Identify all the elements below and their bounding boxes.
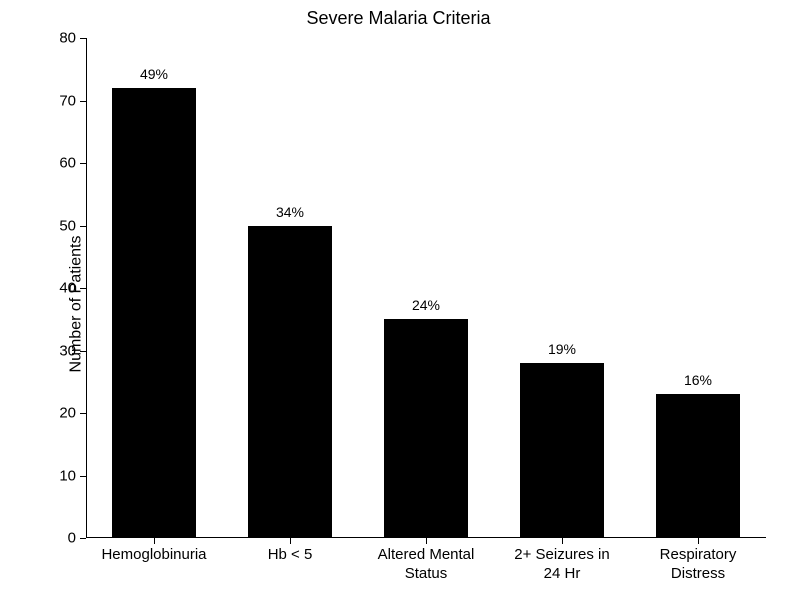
x-category-label: 2+ Seizures in 24 Hr — [514, 538, 609, 584]
chart-title: Severe Malaria Criteria — [0, 8, 797, 29]
bar — [112, 88, 196, 538]
chart-container: Severe Malaria Criteria Number of Patien… — [0, 0, 797, 608]
y-axis-line — [86, 38, 87, 538]
y-tick-label: 20 — [59, 405, 86, 422]
bar — [248, 226, 332, 539]
bar-value-label: 19% — [548, 341, 576, 363]
y-tick-label: 10 — [59, 467, 86, 484]
x-category-label: Respiratory Distress — [660, 538, 737, 584]
y-tick-label: 70 — [59, 92, 86, 109]
plot-area: 0102030405060708049%Hemoglobinuria34%Hb … — [86, 38, 766, 538]
y-tick-label: 30 — [59, 342, 86, 359]
bar — [656, 394, 740, 538]
bar — [384, 319, 468, 538]
bar-value-label: 16% — [684, 372, 712, 394]
x-category-label: Altered Mental Status — [378, 538, 475, 584]
bar — [520, 363, 604, 538]
x-category-label: Hb < 5 — [268, 538, 313, 565]
y-tick-label: 60 — [59, 155, 86, 172]
y-tick-label: 0 — [68, 530, 86, 547]
y-tick-label: 80 — [59, 30, 86, 47]
bar-value-label: 34% — [276, 204, 304, 226]
bar-value-label: 24% — [412, 297, 440, 319]
x-category-label: Hemoglobinuria — [101, 538, 206, 565]
y-tick-label: 40 — [59, 280, 86, 297]
y-tick-label: 50 — [59, 217, 86, 234]
bar-value-label: 49% — [140, 66, 168, 88]
